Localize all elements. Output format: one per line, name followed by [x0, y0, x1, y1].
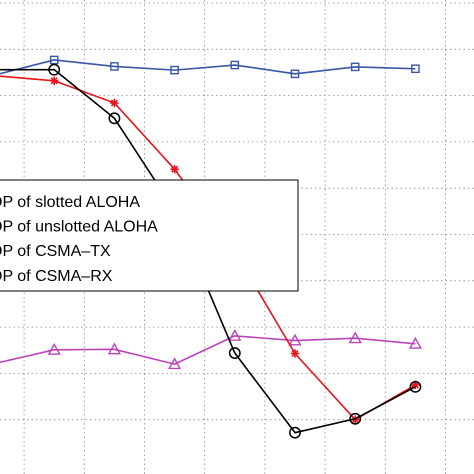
legend: OP of slotted ALOHA OP of unslotted ALOHA…	[0, 179, 299, 292]
data-point	[47, 342, 61, 355]
series-line	[0, 59, 416, 75]
legend-entry-label: OP of CSMA–RX	[0, 268, 113, 285]
data-point	[348, 331, 362, 344]
data-point	[48, 63, 61, 76]
data-point	[170, 165, 179, 174]
data-point	[290, 69, 300, 79]
legend-entry-label: OP of CSMA–TX	[0, 243, 111, 260]
legend-box	[0, 179, 299, 292]
data-point	[108, 112, 121, 125]
data-point	[168, 357, 182, 370]
data-point	[289, 426, 301, 439]
series-line	[0, 335, 416, 365]
series-4	[0, 329, 422, 370]
data-point	[107, 342, 121, 355]
legend-entry-label: OP of unslotted ALOHA	[0, 219, 158, 236]
legend-entry-label: OP of slotted ALOHA	[0, 194, 140, 211]
data-point	[228, 329, 242, 341]
data-point	[170, 65, 179, 75]
data-point	[350, 62, 360, 72]
series-3	[0, 55, 420, 79]
data-point	[49, 55, 59, 65]
data-point	[288, 333, 302, 346]
data-point	[349, 412, 362, 425]
data-point	[411, 64, 420, 74]
data-point	[230, 60, 240, 70]
data-point	[228, 347, 241, 359]
data-point	[110, 62, 119, 71]
data-point	[50, 76, 59, 85]
data-point	[408, 336, 422, 349]
data-point	[409, 380, 422, 393]
data-point	[110, 98, 119, 108]
data-point	[290, 349, 300, 358]
